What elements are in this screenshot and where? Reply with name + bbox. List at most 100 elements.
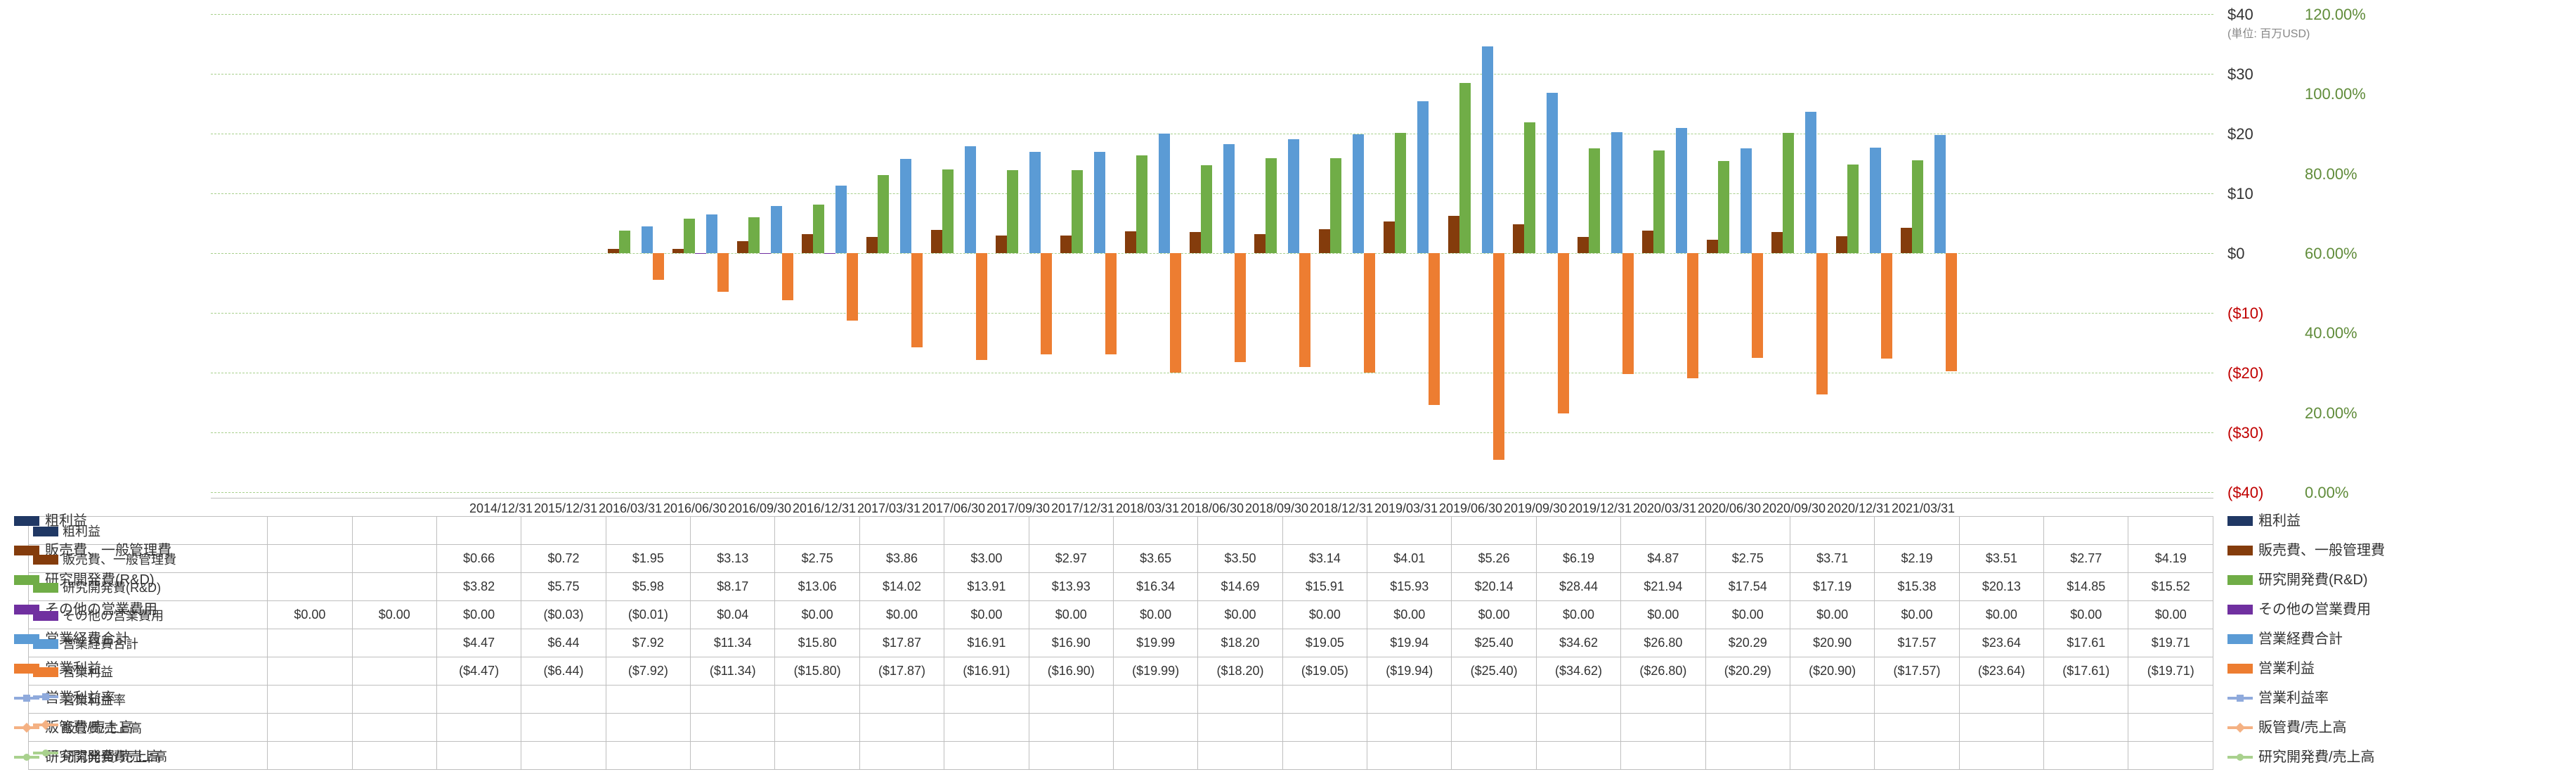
bar-opinc (717, 253, 729, 292)
bar-sga (1707, 240, 1718, 253)
cell: $13.93 (1029, 573, 1113, 601)
cell: $17.19 (1790, 573, 1874, 601)
cell: $14.02 (859, 573, 944, 601)
bar-opex (835, 186, 847, 253)
cell: $7.92 (606, 629, 690, 657)
bar-opinc (1687, 253, 1698, 378)
cell (1959, 686, 2043, 714)
ytick-right: 100.00% (2305, 85, 2368, 103)
x-axis-label: 2016/09/30 (727, 501, 792, 516)
bar-sga (1513, 224, 1524, 253)
cell (1621, 714, 1705, 742)
cell (268, 657, 352, 686)
ytick-left: ($10) (2227, 304, 2291, 323)
cell: $0.00 (1029, 601, 1113, 629)
bar-sga (866, 237, 878, 253)
bar-rnd (1589, 148, 1600, 253)
cell (775, 686, 859, 714)
bar-rnd (684, 219, 695, 253)
cell: $28.44 (1536, 573, 1620, 601)
table-row: 営業経費合計$4.47$6.44$7.92$11.34$15.80$17.87$… (29, 629, 2213, 657)
bar-rnd (1136, 155, 1147, 253)
cell: $4.19 (2128, 545, 2213, 573)
bar-sga (1060, 236, 1072, 253)
cell: $17.87 (859, 629, 944, 657)
cell (1029, 742, 1113, 770)
cell (268, 573, 352, 601)
cell (521, 714, 606, 742)
bar-opinc (1429, 253, 1440, 405)
cell (268, 545, 352, 573)
cell (2044, 517, 2128, 545)
cell: $16.34 (1113, 573, 1197, 601)
x-axis-label: 2021/03/31 (1891, 501, 1956, 516)
cell (1705, 742, 1790, 770)
cell: $0.00 (1282, 601, 1367, 629)
cell: $3.13 (691, 545, 775, 573)
bar-sga (608, 249, 619, 253)
bar-rnd (1912, 160, 1923, 253)
cell: ($20.29) (1705, 657, 1790, 686)
cell: $14.69 (1198, 573, 1282, 601)
cell (1113, 742, 1197, 770)
cell: $19.05 (1282, 629, 1367, 657)
legend-item-other: その他の営業費用 (2227, 595, 2565, 624)
cell: $0.00 (2044, 601, 2128, 629)
cell (1705, 686, 1790, 714)
cell (606, 686, 690, 714)
cell (1621, 686, 1705, 714)
cell (859, 517, 944, 545)
bar-rnd (1266, 158, 1277, 253)
bar-opex (965, 146, 976, 253)
cell (1367, 517, 1452, 545)
row-label: 研究開発費/売上高 (29, 742, 268, 770)
bar-opex (1611, 132, 1622, 253)
cell: $2.75 (1705, 545, 1790, 573)
bar-opinc (1558, 253, 1569, 413)
ytick-left: $20 (2227, 125, 2291, 143)
row-swatch (33, 695, 58, 698)
row-label: 販管費/売上高 (29, 714, 268, 742)
bar-opinc (1041, 253, 1052, 354)
legend-label: 営業利益率 (2258, 683, 2329, 713)
bar-opex (706, 214, 717, 253)
cell: $0.00 (1113, 601, 1197, 629)
cell: $26.80 (1621, 629, 1705, 657)
cell (1198, 742, 1282, 770)
cell: $0.00 (2128, 601, 2213, 629)
legend-item-rnd_sales: 研究開発費/売上高 (2227, 742, 2565, 772)
bar-sga (1836, 236, 1847, 253)
row-swatch (33, 639, 58, 649)
bar-rnd (1524, 122, 1535, 253)
chart-area: (単位: 百万USD) $40$30$20$10$0($10)($20)($30… (211, 14, 2576, 492)
cell (352, 742, 436, 770)
ytick-right: 80.00% (2305, 165, 2368, 184)
cell: $17.57 (1875, 629, 1959, 657)
cell: $17.54 (1705, 573, 1790, 601)
legend-right: 粗利益販売費、一般管理費研究開発費(R&D)その他の営業費用営業経費合計営業利益… (2227, 506, 2565, 772)
bar-sga (1254, 234, 1266, 253)
ytick-left: $40 (2227, 6, 2291, 24)
cell: $13.06 (775, 573, 859, 601)
x-axis-label: 2020/06/30 (1697, 501, 1762, 516)
cell: $15.91 (1282, 573, 1367, 601)
bar-sga (1125, 231, 1136, 253)
cell: $15.93 (1367, 573, 1452, 601)
bar-opex (771, 206, 782, 253)
row-swatch (33, 611, 58, 621)
bar-opinc (1816, 253, 1828, 394)
bar-rnd (1201, 165, 1212, 253)
cell: $2.19 (1875, 545, 1959, 573)
cell (436, 517, 521, 545)
table-row: その他の営業費用$0.00$0.00$0.00($0.03)($0.01)$0.… (29, 601, 2213, 629)
table-row: 研究開発費(R&D)$3.82$5.75$5.98$8.17$13.06$14.… (29, 573, 2213, 601)
x-axis-label: 2019/03/31 (1374, 501, 1438, 516)
cell: $0.00 (1959, 601, 2043, 629)
bar-sga (1448, 216, 1459, 253)
legend-item-opinc: 営業利益 (2227, 654, 2565, 683)
cell: $3.86 (859, 545, 944, 573)
cell: $0.00 (859, 601, 944, 629)
legend-swatch (2227, 726, 2253, 729)
x-axis-label: 2020/03/31 (1632, 501, 1697, 516)
bar-rnd (748, 217, 760, 253)
